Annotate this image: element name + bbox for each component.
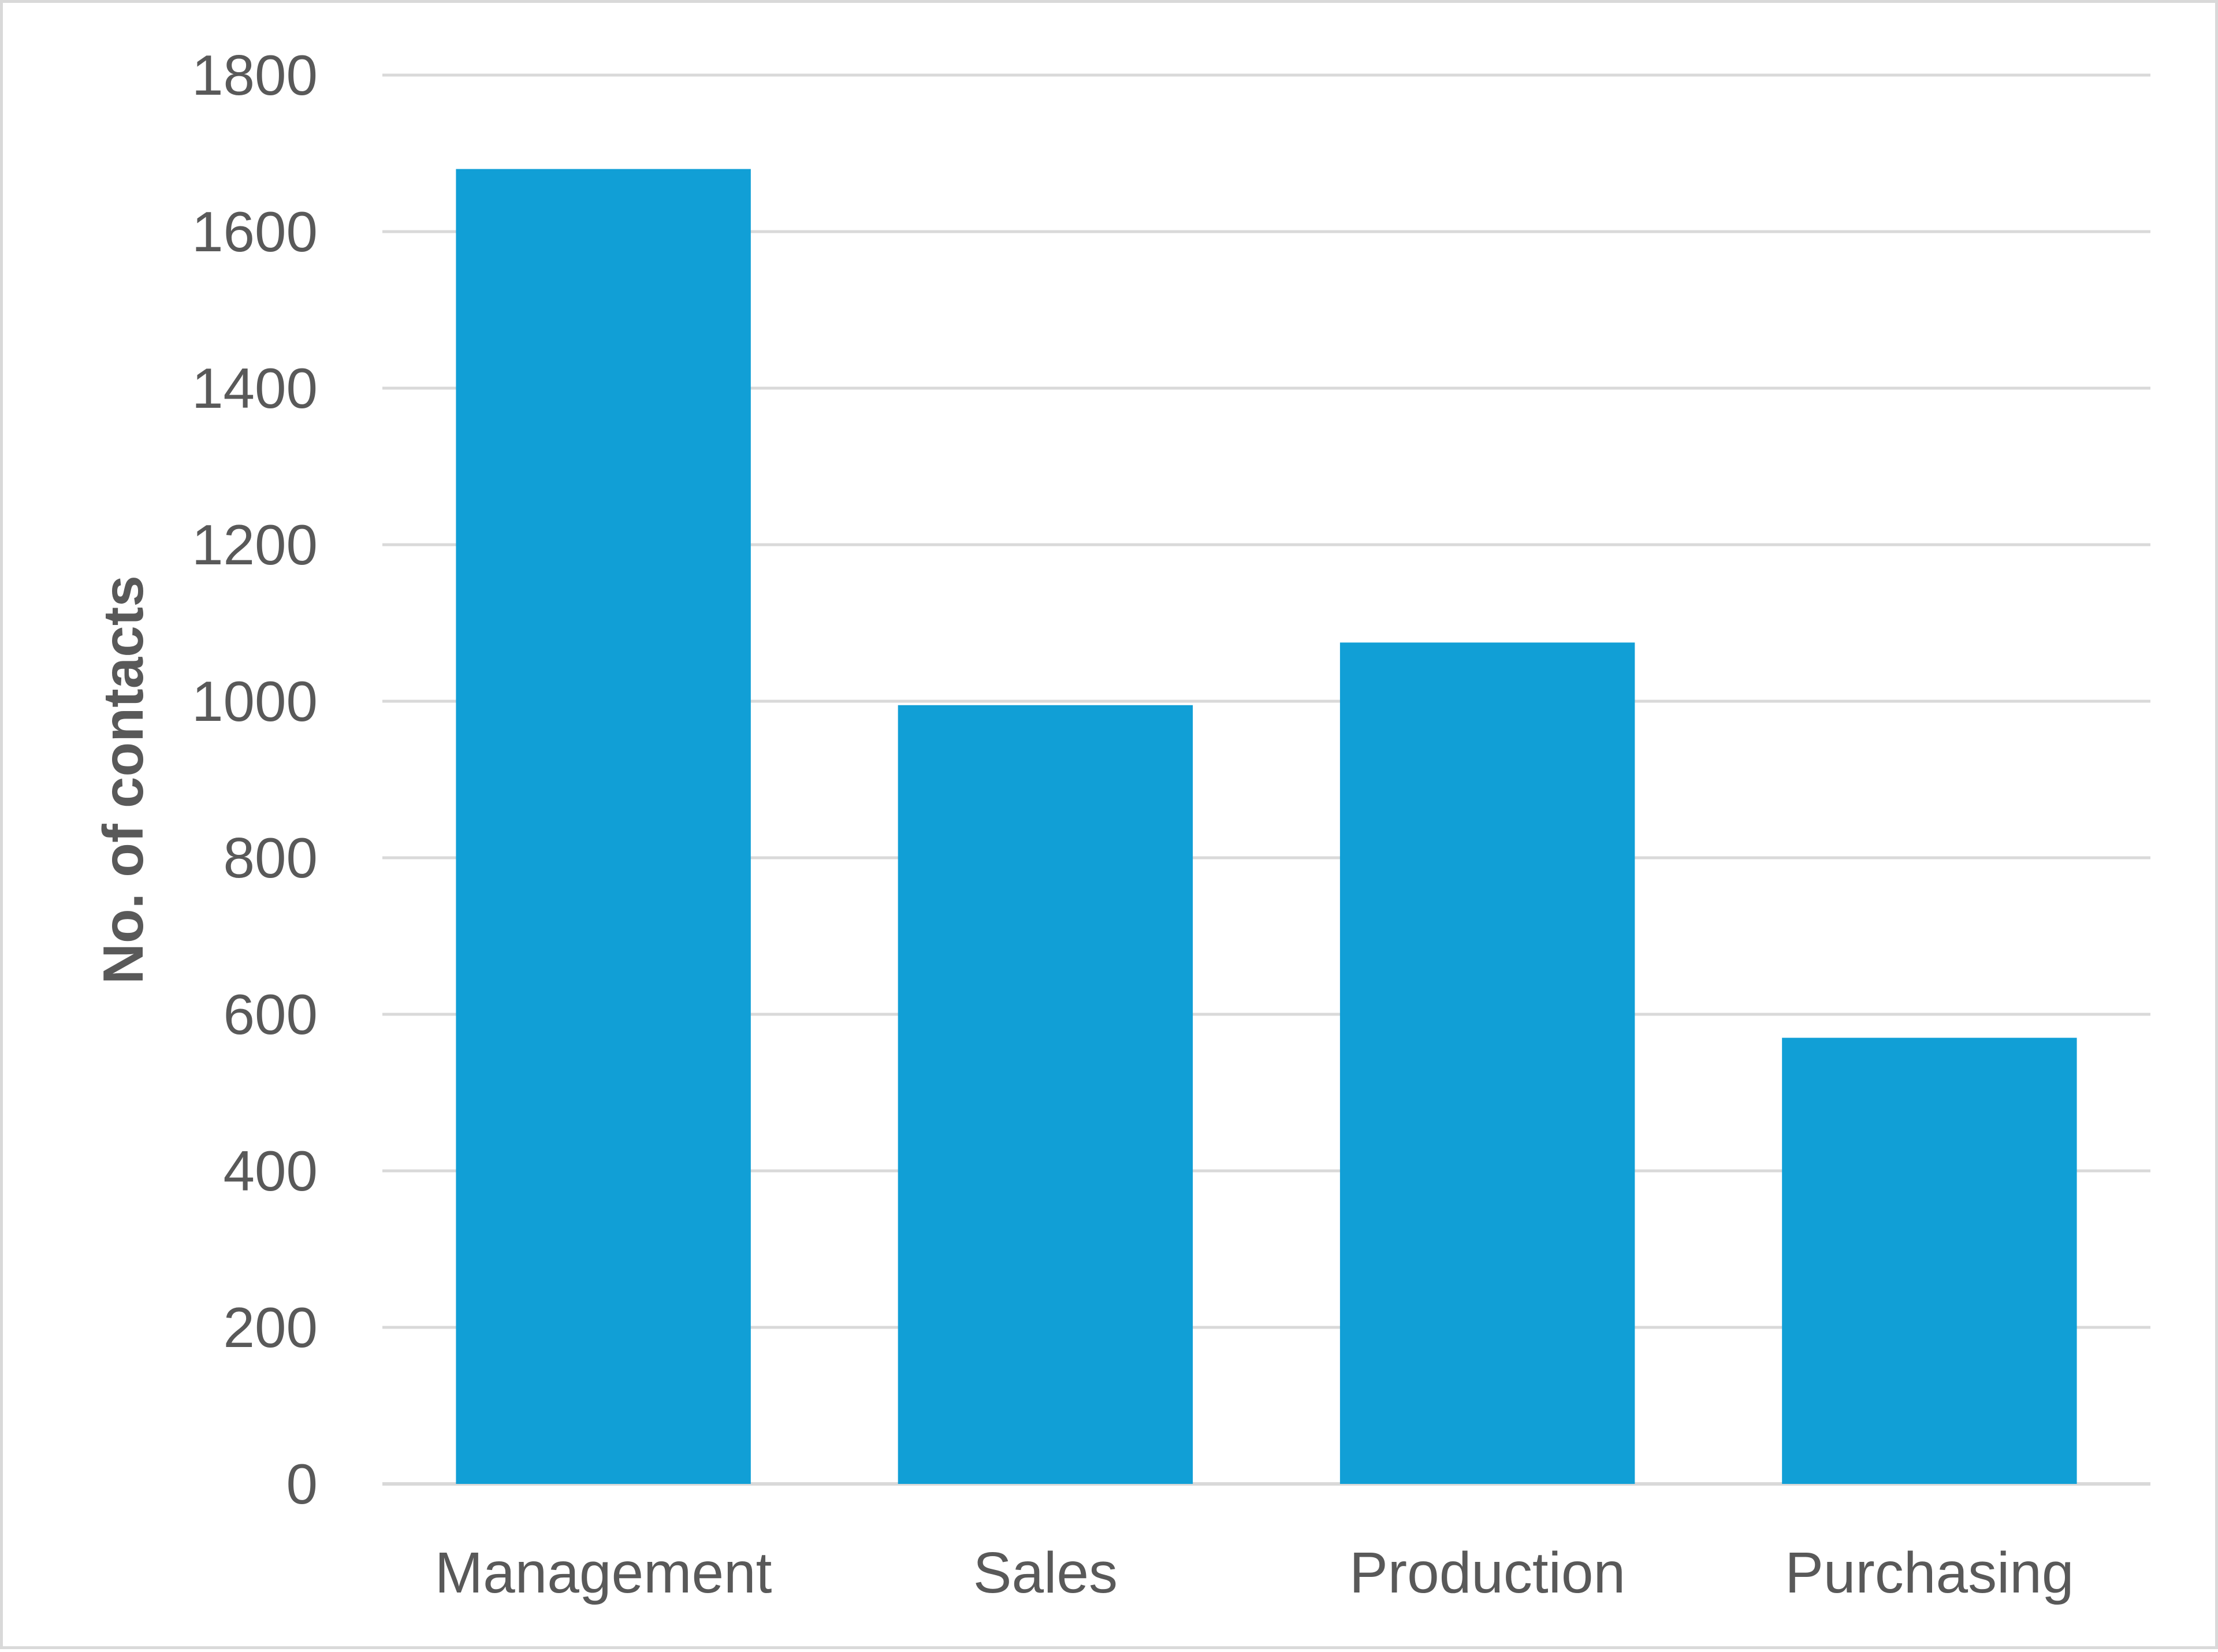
y-tick-label: 400 (223, 1139, 318, 1203)
y-tick-label: 0 (286, 1452, 318, 1516)
y-tick-label: 1600 (192, 200, 318, 263)
y-tick-label: 200 (223, 1296, 318, 1359)
y-tick-label: 1000 (192, 669, 318, 733)
bar-purchasing (1782, 1037, 2077, 1484)
x-category-label-management: Management (435, 1541, 772, 1605)
bar-sales (898, 705, 1193, 1484)
bar-chart: 0 200 400 600 800 1000 1200 1400 1600 1800 Manage… (91, 43, 2150, 1605)
bar-production (1339, 642, 1635, 1484)
y-tick-label: 800 (223, 826, 318, 890)
y-tick-label: 1800 (192, 43, 318, 107)
bar-management (456, 169, 751, 1484)
x-category-labels: Management Sales Production Purchasing (435, 1541, 2074, 1605)
y-tick-label: 1200 (192, 513, 318, 576)
x-category-label-sales: Sales (973, 1541, 1118, 1605)
y-tick-label: 600 (223, 983, 318, 1046)
y-tick-label: 1400 (192, 356, 318, 420)
y-axis-title: No. of contacts (91, 575, 155, 984)
x-category-label-production: Production (1349, 1541, 1625, 1605)
y-tick-labels: 0 200 400 600 800 1000 1200 1400 1600 1800 (192, 43, 318, 1516)
bars (456, 169, 2077, 1484)
x-category-label-purchasing: Purchasing (1785, 1541, 2074, 1605)
